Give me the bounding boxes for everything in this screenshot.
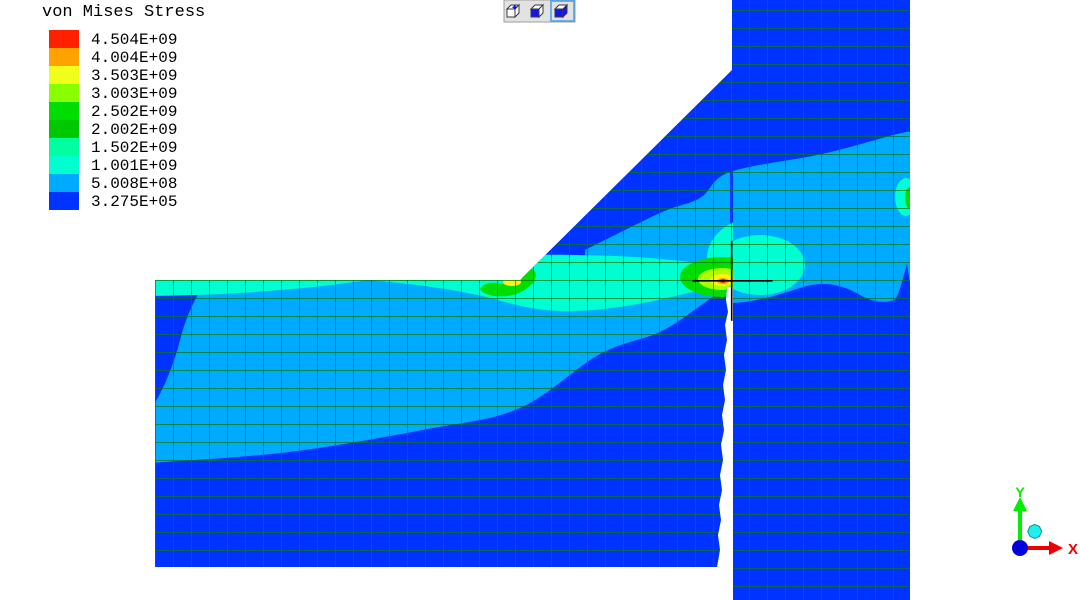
svg-text:5.008E+08: 5.008E+08 <box>91 175 177 193</box>
svg-text:3.275E+05: 3.275E+05 <box>91 193 177 211</box>
svg-text:1.502E+09: 1.502E+09 <box>91 139 177 157</box>
svg-text:X: X <box>1068 541 1078 558</box>
svg-text:3.003E+09: 3.003E+09 <box>91 85 177 103</box>
svg-text:von Mises Stress: von Mises Stress <box>42 3 205 22</box>
svg-text:4.004E+09: 4.004E+09 <box>91 49 177 67</box>
svg-text:2.502E+09: 2.502E+09 <box>91 103 177 121</box>
svg-text:3.503E+09: 3.503E+09 <box>91 67 177 85</box>
svg-text:2.002E+09: 2.002E+09 <box>91 121 177 139</box>
svg-text:Y: Y <box>1015 484 1025 500</box>
svg-text:4.504E+09: 4.504E+09 <box>91 31 177 49</box>
svg-text:1.001E+09: 1.001E+09 <box>91 157 177 175</box>
